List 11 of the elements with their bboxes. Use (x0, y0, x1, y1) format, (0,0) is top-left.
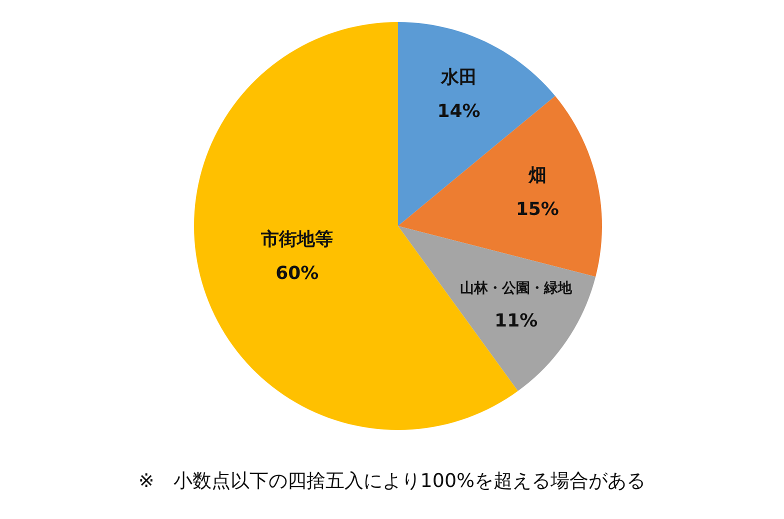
data-label: 60% (276, 262, 319, 284)
data-label: 14% (437, 100, 480, 122)
data-label: 15% (516, 198, 559, 220)
pie-slice (398, 96, 602, 277)
data-label: 11% (494, 310, 538, 332)
slice-label: 市街地等 (260, 228, 334, 250)
slice-label: 畑 (527, 164, 546, 186)
text: ※ 小数点以下の四捨五入により100%を超える場合がある (138, 470, 646, 492)
slice-label: 山林・公園・緑地 (460, 280, 574, 296)
slice-label: 水田 (440, 66, 477, 88)
pie-slice (398, 226, 596, 392)
